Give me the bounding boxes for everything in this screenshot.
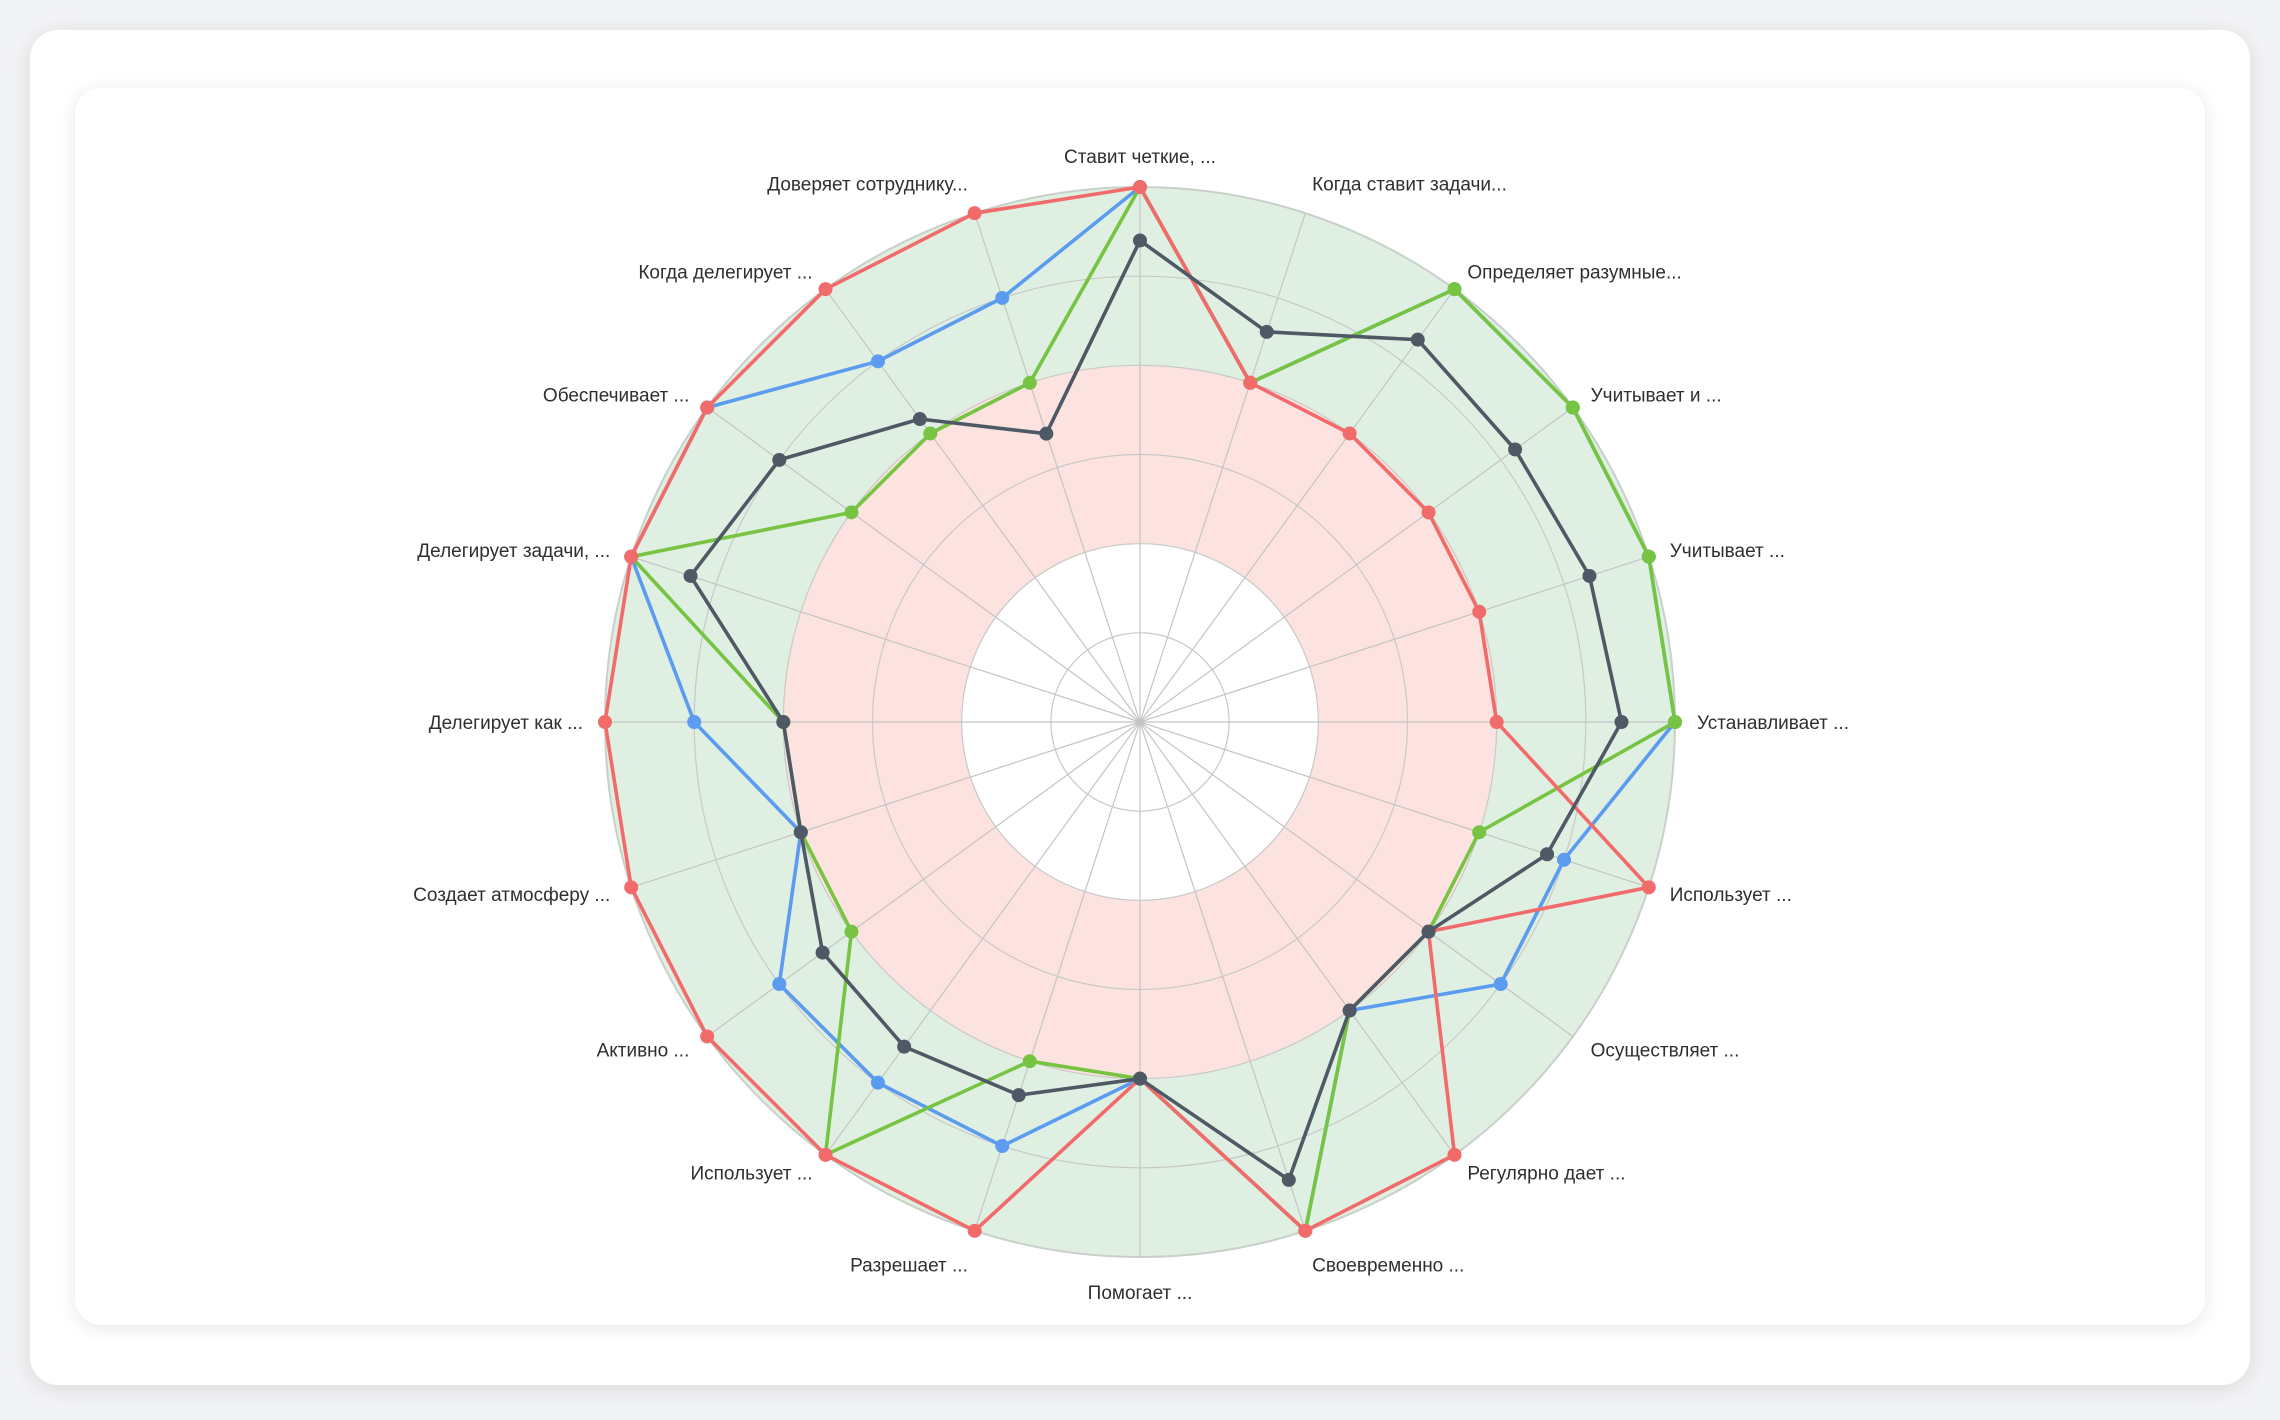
- data-point[interactable]: [1472, 825, 1487, 840]
- data-point[interactable]: [1641, 549, 1656, 564]
- data-point[interactable]: [1022, 375, 1037, 390]
- data-point[interactable]: [1259, 324, 1274, 339]
- axis-label: Учитывает и ...: [1591, 386, 1722, 407]
- series: [598, 180, 1682, 1238]
- axis-label: Учитывает ...: [1670, 541, 1785, 562]
- data-point[interactable]: [870, 354, 885, 369]
- axis-label: Когда ставит задачи...: [1312, 174, 1507, 195]
- data-point[interactable]: [1133, 233, 1147, 248]
- axis-label: Определяет разумные...: [1467, 262, 1681, 283]
- axis-label: Разрешает ...: [850, 1256, 968, 1277]
- data-point[interactable]: [1039, 426, 1054, 441]
- data-point[interactable]: [700, 1029, 715, 1044]
- data-point[interactable]: [1342, 1003, 1357, 1018]
- data-point[interactable]: [1011, 1088, 1026, 1103]
- data-point[interactable]: [967, 206, 982, 221]
- axis-label: Создает атмосферу ...: [413, 885, 610, 906]
- data-point[interactable]: [844, 924, 859, 939]
- series-3: [683, 233, 1629, 1187]
- axis-label: Помогает ...: [1088, 1283, 1193, 1304]
- data-point[interactable]: [1421, 505, 1436, 520]
- axis-label: Когда делегирует ...: [638, 262, 812, 283]
- data-point[interactable]: [1493, 977, 1508, 992]
- data-point[interactable]: [1022, 1054, 1037, 1069]
- data-point[interactable]: [818, 282, 833, 297]
- data-point[interactable]: [897, 1039, 912, 1054]
- data-point[interactable]: [1421, 924, 1436, 939]
- data-point[interactable]: [683, 568, 698, 583]
- data-point[interactable]: [1243, 375, 1258, 390]
- data-point[interactable]: [624, 549, 639, 564]
- grid-spoke: [630, 721, 1141, 888]
- data-point[interactable]: [1641, 880, 1656, 895]
- data-point[interactable]: [598, 715, 612, 729]
- data-point[interactable]: [844, 505, 859, 520]
- axis-label: Активно ...: [597, 1040, 690, 1061]
- data-point[interactable]: [995, 290, 1010, 305]
- data-point[interactable]: [1540, 847, 1555, 862]
- axis-label: Использует ...: [690, 1164, 812, 1185]
- data-point[interactable]: [1342, 426, 1357, 441]
- axis-label: Обеспечивает ...: [543, 386, 689, 407]
- axis-label: Регулярно дает ...: [1467, 1164, 1625, 1185]
- axis-label: Делегирует как ...: [429, 713, 583, 734]
- axis-labels: Ставит четкие, ... Когда ставит задачи...…: [413, 147, 1849, 1304]
- data-point[interactable]: [1614, 715, 1629, 729]
- axis-label: Устанавливает ...: [1697, 713, 1849, 734]
- data-point[interactable]: [776, 715, 791, 729]
- grid-spoke: [1139, 288, 1455, 723]
- data-point[interactable]: [772, 977, 787, 992]
- data-point[interactable]: [912, 412, 927, 427]
- grid-spoke: [1139, 721, 1455, 1156]
- data-point[interactable]: [1472, 604, 1487, 619]
- data-point[interactable]: [772, 452, 787, 467]
- data-point[interactable]: [923, 426, 938, 441]
- data-point[interactable]: [1447, 282, 1462, 297]
- data-point[interactable]: [1133, 180, 1147, 194]
- data-point[interactable]: [1508, 442, 1523, 457]
- axis-label: Осуществляет ...: [1591, 1040, 1740, 1061]
- data-point[interactable]: [1447, 1147, 1462, 1162]
- grid-spoke: [1139, 407, 1574, 723]
- data-point[interactable]: [1133, 1071, 1147, 1086]
- grid-spoke: [1139, 212, 1306, 723]
- data-point[interactable]: [1410, 332, 1425, 347]
- data-point[interactable]: [700, 400, 715, 415]
- grid-spoke: [630, 556, 1141, 723]
- axis-label: Делегирует задачи, ...: [417, 541, 610, 562]
- data-point[interactable]: [624, 880, 639, 895]
- data-point[interactable]: [1565, 400, 1580, 415]
- data-point[interactable]: [687, 715, 702, 729]
- data-point[interactable]: [793, 825, 808, 840]
- axis-label: Доверяет сотруднику...: [767, 174, 968, 195]
- data-point[interactable]: [995, 1139, 1010, 1154]
- data-point[interactable]: [1582, 568, 1597, 583]
- data-point[interactable]: [1668, 715, 1682, 729]
- data-point[interactable]: [818, 1147, 833, 1162]
- axis-label: Ставит четкие, ...: [1064, 147, 1216, 168]
- grid-spoke: [1139, 721, 1306, 1232]
- data-point[interactable]: [1557, 852, 1572, 867]
- data-point[interactable]: [1298, 1223, 1313, 1238]
- data-point[interactable]: [815, 945, 830, 960]
- data-point[interactable]: [1489, 715, 1504, 729]
- data-point[interactable]: [870, 1075, 885, 1090]
- data-point[interactable]: [967, 1223, 982, 1238]
- data-point[interactable]: [1281, 1172, 1296, 1187]
- axis-label: Использует ...: [1670, 885, 1792, 906]
- grid-spoke: [1139, 556, 1650, 723]
- axis-label: Своевременно ...: [1312, 1256, 1464, 1277]
